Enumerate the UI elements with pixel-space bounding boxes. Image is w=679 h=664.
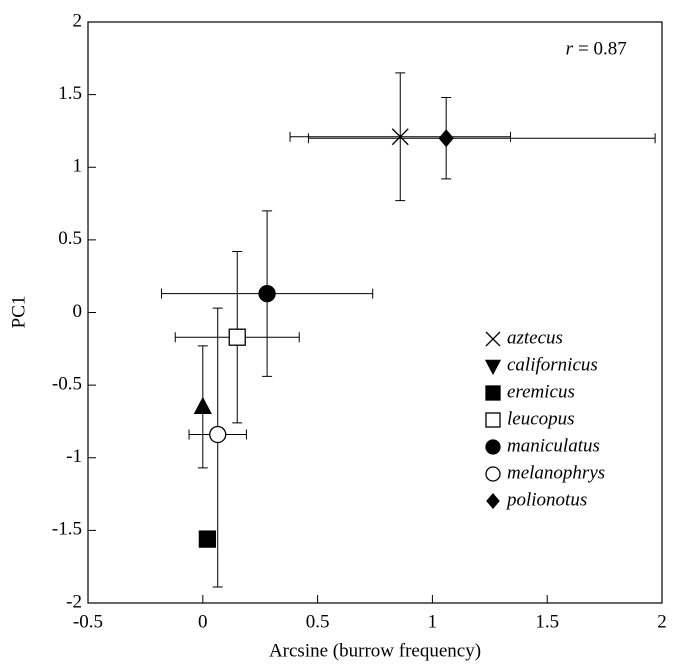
legend-marker (485, 439, 501, 455)
y-axis-label: PC1 (8, 296, 29, 329)
marker (228, 328, 246, 346)
y-tick-label: 0 (73, 301, 83, 322)
x-tick-label: 1 (428, 611, 438, 632)
marker (209, 425, 227, 444)
legend-label: melanophrys (507, 462, 605, 483)
marker (193, 396, 212, 414)
legend-marker (486, 492, 500, 510)
marker (438, 129, 454, 148)
legend-marker (485, 412, 501, 428)
x-tick-label: 0.5 (306, 611, 330, 632)
y-tick-label: -1.5 (52, 519, 82, 540)
x-tick-label: 0 (198, 611, 208, 632)
legend-label: californicus (507, 354, 598, 375)
legend-marker (485, 331, 501, 347)
marker (198, 530, 217, 548)
x-tick-label: 1.5 (535, 611, 559, 632)
y-tick-label: -2 (66, 591, 82, 612)
y-tick-label: 1 (73, 156, 83, 177)
marker (391, 128, 409, 146)
y-tick-label: 0.5 (58, 228, 82, 249)
marker (258, 284, 276, 303)
legend-label: polionotus (505, 489, 587, 510)
legend-marker (484, 359, 502, 376)
y-tick-label: 1.5 (58, 83, 82, 104)
legend-label: maniculatus (507, 435, 600, 456)
y-tick-label: -1 (66, 446, 82, 467)
plot-frame (87, 21, 663, 604)
x-tick-label: -0.5 (73, 611, 103, 632)
legend-marker (485, 385, 501, 401)
x-error-bar (307, 133, 656, 144)
legend-label: aztecus (507, 327, 563, 348)
legend-marker (485, 466, 501, 482)
x-axis-label: Arcsine (burrow frequency) (269, 640, 481, 661)
y-error-bar (212, 307, 223, 588)
x-tick-label: 2 (657, 611, 667, 632)
annotation-text: = 0.87 (578, 38, 627, 59)
annotation-symbol: r (566, 38, 574, 59)
legend-label: leucopus (507, 408, 575, 429)
y-tick-label: -0.5 (52, 373, 82, 394)
legend-label: eremicus (507, 381, 575, 402)
y-tick-label: 2 (73, 10, 83, 31)
